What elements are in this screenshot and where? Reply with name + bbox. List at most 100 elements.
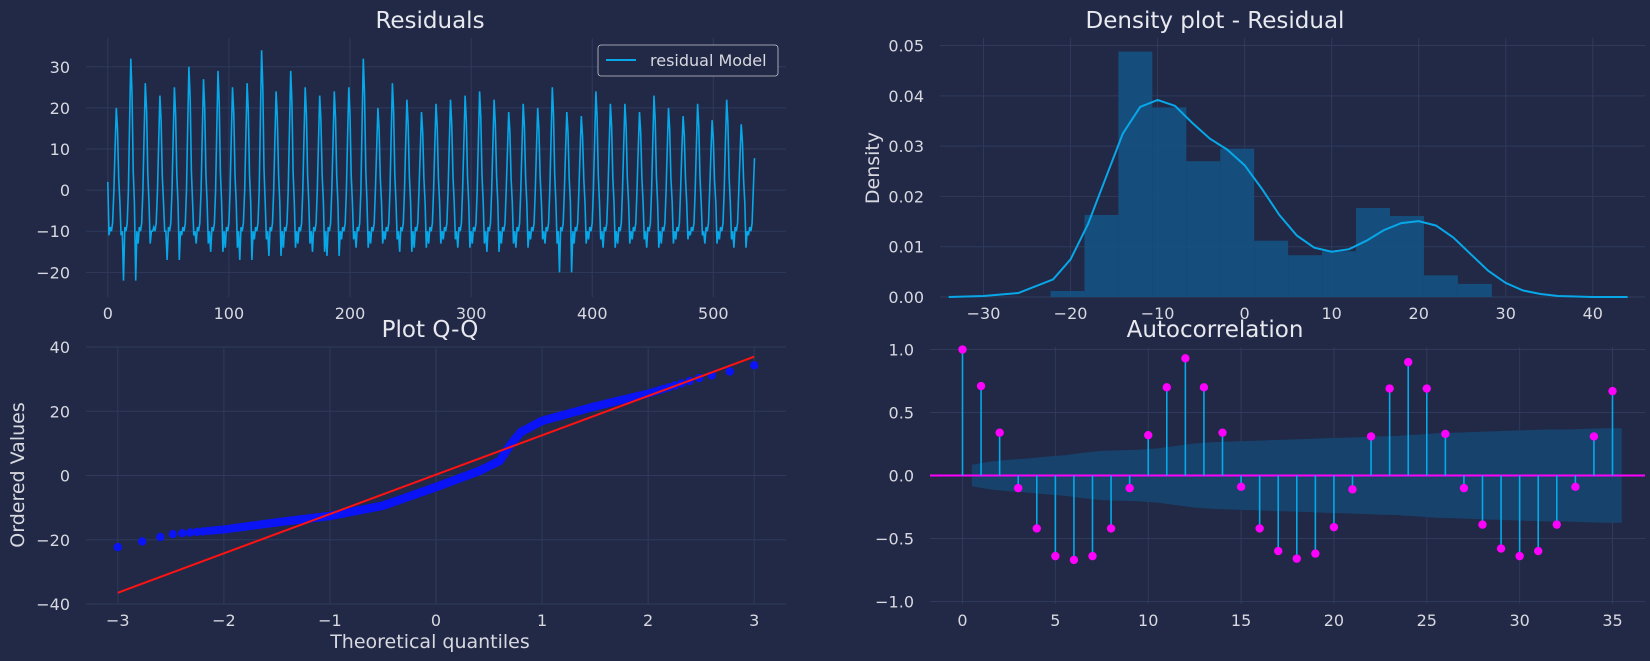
acf-marker	[1199, 383, 1209, 392]
x-tick-label: 20	[1409, 304, 1429, 323]
acf-marker	[976, 381, 986, 391]
acf-marker	[1088, 551, 1097, 561]
y-tick-label: −40	[36, 595, 70, 614]
x-tick-label: 20	[1324, 611, 1344, 630]
density-panel: Density plot - Residual Density −30 −20 −1…	[862, 8, 1645, 323]
histogram-bar	[1254, 240, 1289, 297]
x-tick-label: 5	[1050, 611, 1060, 630]
qq-panel: Plot Q-Q Theoretical quantiles Ordered V…	[7, 317, 786, 653]
acf-marker	[1422, 384, 1431, 393]
residuals-legend: residual Model	[597, 44, 779, 77]
qq-point	[186, 528, 195, 537]
y-tick-label: 0.03	[888, 137, 924, 156]
qq-x-ticks: −3 −2 −1 0 1 2 3	[106, 611, 759, 630]
qq-point	[750, 361, 759, 370]
kde-curve	[948, 98, 1628, 298]
histogram-bar	[1322, 251, 1357, 297]
acf-marker	[995, 428, 1004, 437]
acf-marker	[1125, 483, 1134, 493]
x-tick-label: 10	[1321, 304, 1341, 323]
y-tick-label: −0.5	[875, 529, 914, 548]
acf-marker	[1106, 524, 1116, 533]
histogram-bar	[1084, 215, 1119, 297]
x-tick-label: 1	[537, 611, 547, 630]
x-tick-label: 15	[1231, 611, 1251, 630]
y-tick-label: 20	[50, 99, 70, 118]
acf-marker	[1014, 483, 1023, 493]
histogram-bar	[1288, 255, 1323, 297]
x-tick-label: 0	[1240, 304, 1250, 323]
x-tick-label: −20	[1054, 304, 1088, 323]
histogram-bar	[1389, 216, 1424, 297]
acf-marker	[1255, 524, 1264, 533]
x-tick-label: 500	[698, 304, 729, 323]
histogram-bar	[1118, 51, 1153, 297]
qq-title: Plot Q-Q	[382, 317, 479, 343]
x-tick-label: 30	[1496, 304, 1516, 323]
x-tick-label: 3	[749, 611, 759, 630]
acf-marker	[1385, 384, 1394, 393]
x-tick-label: 25	[1417, 611, 1437, 630]
y-tick-label: 30	[50, 58, 70, 77]
acf-marker	[1404, 357, 1413, 367]
acf-marker	[1311, 549, 1320, 558]
y-tick-label: −20	[36, 263, 70, 282]
acf-marker	[1292, 554, 1301, 563]
y-tick-label: 0	[60, 467, 70, 486]
qq-point	[156, 532, 165, 542]
qq-point	[168, 529, 177, 539]
residual-model-line	[107, 50, 756, 281]
y-tick-label: 0.00	[888, 288, 924, 307]
acf-marker	[1236, 482, 1246, 492]
residuals-series	[107, 50, 756, 281]
histogram-bar	[1050, 290, 1085, 297]
histogram-bar	[1457, 283, 1492, 297]
acf-marker	[1051, 551, 1060, 561]
acf-marker	[1552, 520, 1561, 529]
x-tick-label: 40	[1583, 304, 1603, 323]
x-tick-label: 100	[214, 304, 245, 323]
y-tick-label: −20	[36, 531, 70, 550]
x-tick-label: 300	[456, 304, 487, 323]
acf-marker	[1589, 432, 1599, 441]
acf-marker	[1478, 520, 1487, 529]
acf-marker	[1515, 551, 1524, 561]
x-tick-label: −10	[1141, 304, 1175, 323]
x-tick-label: −30	[967, 304, 1001, 323]
y-tick-label: 1.0	[889, 341, 914, 360]
y-tick-label: 0	[60, 181, 70, 200]
acf-marker	[1181, 354, 1190, 363]
acf-marker	[1329, 522, 1339, 532]
x-tick-label: 10	[1138, 611, 1158, 630]
legend-frame	[597, 44, 779, 77]
x-tick-label: 0	[431, 611, 441, 630]
acf-marker	[1496, 544, 1506, 553]
acf-marker	[1441, 429, 1450, 439]
histogram-bar	[1152, 107, 1187, 297]
y-tick-label: 40	[50, 338, 70, 357]
acf-marker	[1348, 485, 1357, 494]
acf-marker	[958, 345, 967, 354]
acf-marker	[1218, 428, 1227, 437]
qq-point	[113, 542, 123, 552]
x-tick-label: −3	[106, 611, 130, 630]
y-tick-label: 0.01	[888, 238, 924, 257]
x-tick-label: 30	[1509, 611, 1529, 630]
legend-label-residual-model: residual Model	[650, 51, 767, 70]
qq-fit-line	[117, 355, 755, 594]
qq-y-axis-label: Ordered Values	[7, 402, 29, 547]
acf-marker	[1571, 482, 1580, 492]
y-tick-label: 20	[50, 402, 70, 421]
qq-point	[178, 529, 187, 538]
y-tick-label: 0.0	[889, 467, 914, 486]
acf-marker	[1144, 430, 1153, 440]
x-tick-label: −2	[212, 611, 236, 630]
qq-reference-line	[117, 355, 755, 594]
acf-marker	[1032, 524, 1041, 533]
x-tick-label: −1	[318, 611, 342, 630]
y-tick-label: −10	[36, 222, 70, 241]
x-tick-label: 2	[643, 611, 653, 630]
acf-title: Autocorrelation	[1127, 317, 1304, 343]
qq-y-ticks: −40 −20 0 20 40	[36, 338, 70, 614]
x-tick-label: 0	[957, 611, 967, 630]
